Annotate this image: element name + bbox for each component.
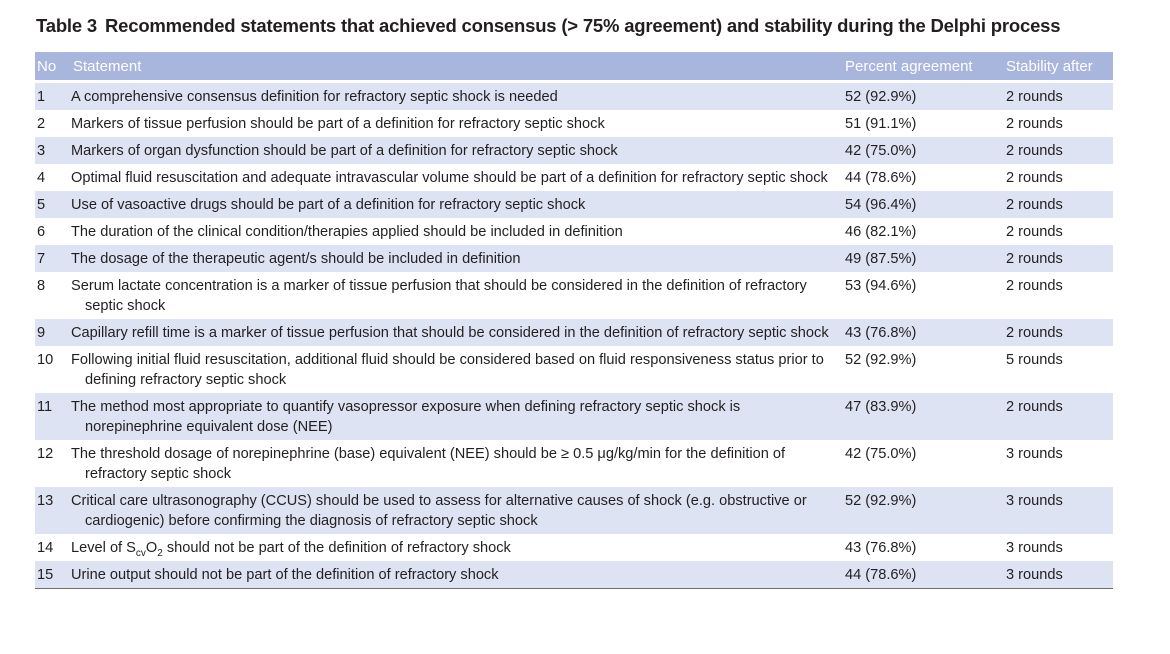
table-row: 6 The duration of the clinical condition/… bbox=[35, 218, 1113, 245]
row-number: 13 bbox=[35, 487, 71, 534]
percent-agreement: 44 (78.6%) bbox=[845, 561, 1006, 589]
column-header: No bbox=[35, 52, 71, 80]
percent-agreement: 43 (76.8%) bbox=[845, 540, 917, 556]
column-header: Stability after bbox=[1006, 52, 1113, 80]
table-row: 7 The dosage of the therapeutic agent/s s… bbox=[35, 245, 1113, 272]
stability-rounds: 2 rounds bbox=[1006, 83, 1113, 110]
table-row: 9 Capillary refill time is a marker of ti… bbox=[35, 319, 1113, 346]
row-number: 6 bbox=[37, 224, 46, 240]
table-header: No Statement Percent agreement Stability… bbox=[35, 52, 1113, 80]
statement-cell: Use of vasoactive drugs should be part o… bbox=[71, 191, 845, 218]
stability-rounds: 2 rounds bbox=[1006, 191, 1113, 218]
table-row: 4 Optimal fluid resuscitation and adequat… bbox=[35, 164, 1113, 191]
statement-cell: Markers of tissue perfusion should be pa… bbox=[71, 116, 605, 132]
table-row: 11 The method most appropriate to quantif… bbox=[35, 393, 1113, 440]
statement-cell: Urine output should not be part of the d… bbox=[71, 561, 845, 589]
table-row: 15 Urine output should not be part of the… bbox=[35, 561, 1113, 589]
row-number: 11 bbox=[35, 393, 71, 440]
stability-rounds: 2 rounds bbox=[1006, 245, 1113, 272]
row-number: 15 bbox=[35, 561, 71, 589]
percent-agreement: 52 (92.9%) bbox=[845, 352, 917, 368]
subscript: cv bbox=[135, 547, 146, 559]
percent-agreement: 51 (91.1%) bbox=[845, 116, 917, 132]
statement-text: Level of S bbox=[71, 540, 136, 556]
row-number: 5 bbox=[35, 191, 71, 218]
stability-rounds: 2 rounds bbox=[1006, 319, 1113, 346]
percent-agreement: 52 (92.9%) bbox=[845, 83, 1006, 110]
spacer-row bbox=[35, 80, 1113, 83]
column-header: Statement bbox=[71, 52, 845, 80]
stability-rounds: 2 rounds bbox=[1006, 137, 1113, 164]
statement-cell: The dosage of the therapeutic agent/s sh… bbox=[71, 245, 845, 272]
column-header: Percent agreement bbox=[845, 52, 1006, 80]
statement-cell: Following initial fluid resuscitation, a… bbox=[71, 352, 824, 388]
table-row: 13 Critical care ultrasonography (CCUS) s… bbox=[35, 487, 1113, 534]
row-number: 7 bbox=[35, 245, 71, 272]
stability-rounds: 3 rounds bbox=[1006, 487, 1113, 534]
statement-cell: The duration of the clinical condition/t… bbox=[71, 224, 623, 240]
row-number: 2 bbox=[37, 116, 46, 132]
statement-cell: The threshold dosage of norepinephrine (… bbox=[71, 446, 786, 482]
table-row: 10 Following initial fluid resuscitation,… bbox=[35, 346, 1113, 393]
stability-rounds: 2 rounds bbox=[1006, 393, 1113, 440]
stability-rounds: 2 rounds bbox=[1006, 116, 1063, 132]
table: No Statement Percent agreement Stability… bbox=[35, 52, 1113, 589]
percent-agreement: 43 (76.8%) bbox=[845, 319, 1006, 346]
table-wrapper: No Statement Percent agreement Stability… bbox=[35, 52, 1113, 589]
spacer-cell bbox=[35, 80, 1113, 83]
stability-rounds: 3 rounds bbox=[1006, 446, 1063, 462]
percent-agreement: 44 (78.6%) bbox=[845, 170, 917, 186]
row-number: 10 bbox=[37, 352, 54, 368]
header-row: No Statement Percent agreement Stability… bbox=[35, 52, 1113, 80]
statement-cell: Optimal fluid resuscitation and adequate… bbox=[71, 170, 828, 186]
table-row: 8 Serum lactate concentration is a marker… bbox=[35, 272, 1113, 319]
table-caption: Recommended statements that achieved con… bbox=[104, 15, 1061, 36]
row-number: 3 bbox=[35, 137, 71, 164]
stability-rounds: 2 rounds bbox=[1006, 278, 1063, 294]
statement-text: should not be part of the definition of … bbox=[162, 540, 511, 556]
row-number: 14 bbox=[37, 540, 54, 556]
stability-rounds: 5 rounds bbox=[1006, 352, 1063, 368]
percent-agreement: 49 (87.5%) bbox=[845, 245, 1006, 272]
percent-agreement: 53 (94.6%) bbox=[845, 278, 917, 294]
stability-rounds: 3 rounds bbox=[1006, 561, 1113, 589]
row-number: 1 bbox=[35, 83, 71, 110]
subscript: 2 bbox=[157, 547, 163, 559]
statement-cell: Critical care ultrasonography (CCUS) sho… bbox=[71, 487, 845, 534]
percent-agreement: 42 (75.0%) bbox=[845, 137, 1006, 164]
statement-cell: The method most appropriate to quantify … bbox=[71, 393, 845, 440]
statement-text: O bbox=[145, 540, 158, 556]
percent-agreement: 52 (92.9%) bbox=[845, 487, 1006, 534]
statement-cell: Markers of organ dysfunction should be p… bbox=[71, 137, 845, 164]
stability-rounds: 2 rounds bbox=[1006, 170, 1063, 186]
row-number: 4 bbox=[37, 170, 46, 186]
stability-rounds: 3 rounds bbox=[1006, 540, 1063, 556]
stability-rounds: 2 rounds bbox=[1006, 224, 1063, 240]
table-row: 5 Use of vasoactive drugs should be part … bbox=[35, 191, 1113, 218]
row-number: 8 bbox=[37, 278, 46, 294]
table-title: Table 3 Recommended statements that achie… bbox=[36, 15, 1061, 37]
percent-agreement: 47 (83.9%) bbox=[845, 393, 1006, 440]
row-number: 9 bbox=[35, 319, 71, 346]
row-number: 12 bbox=[37, 446, 54, 462]
table-row: 12 The threshold dosage of norepinephrine… bbox=[35, 440, 1113, 487]
table-row: 14 Level of ScvO2 should not be part of t… bbox=[35, 534, 1113, 561]
table-row: 2 Markers of tissue perfusion should be p… bbox=[35, 110, 1113, 137]
percent-agreement: 46 (82.1%) bbox=[845, 224, 917, 240]
percent-agreement: 54 (96.4%) bbox=[845, 191, 1006, 218]
statement-cell: Capillary refill time is a marker of tis… bbox=[71, 319, 845, 346]
statement-cell: Serum lactate concentration is a marker … bbox=[71, 278, 807, 314]
table-row: 3 Markers of organ dysfunction should be … bbox=[35, 137, 1113, 164]
percent-agreement: 42 (75.0%) bbox=[845, 446, 917, 462]
statement-cell: Level of ScvO2 should not be part of the… bbox=[71, 534, 845, 561]
table-label: Table 3 bbox=[36, 15, 97, 36]
statement-cell: A comprehensive consensus definition for… bbox=[71, 83, 845, 110]
